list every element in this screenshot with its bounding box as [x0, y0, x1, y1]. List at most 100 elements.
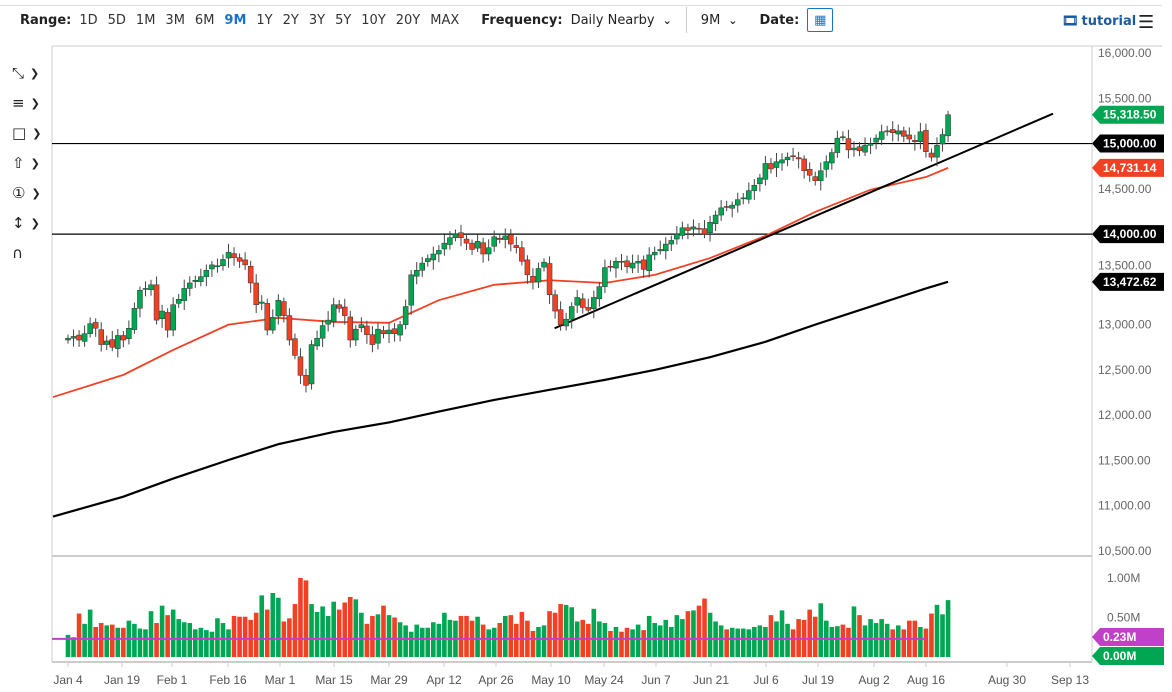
line-tool-button[interactable]: ⤡ ❯: [0, 58, 50, 88]
x-tick-label: Jun 21: [693, 673, 729, 687]
candle-body: [580, 298, 586, 308]
volume-average-label-bg: [1092, 628, 1164, 646]
volume-bar: [414, 624, 420, 657]
volume-bar: [276, 597, 281, 657]
short-ma-label-bg: [1092, 158, 1164, 177]
arrow-tool-button[interactable]: ⇧ ❯: [0, 148, 50, 178]
range-1d[interactable]: 1D: [79, 12, 98, 28]
period-dropdown[interactable]: 9M ⌄: [701, 13, 738, 28]
candle-body: [419, 262, 425, 271]
candle-body: [98, 329, 104, 345]
volume-bar: [237, 616, 242, 657]
range-9m[interactable]: 9M: [224, 12, 247, 28]
magnet-button[interactable]: ∩: [0, 238, 50, 268]
candle-body: [923, 130, 929, 152]
volume-bar: [563, 604, 569, 657]
candle-body: [369, 334, 376, 345]
candle-body: [181, 288, 187, 301]
candle-body: [391, 328, 398, 334]
volume-last-label-bg: [1092, 647, 1164, 665]
tutorial-link[interactable]: 🎞 tutorial: [1062, 14, 1136, 29]
period-value: 9M: [700, 12, 721, 28]
x-tick-label: Mar 29: [370, 673, 408, 687]
candle-body: [65, 337, 71, 341]
volume-bar: [768, 615, 774, 657]
candle-body: [375, 328, 381, 344]
candle-body: [751, 184, 758, 191]
volume-bar: [779, 610, 785, 657]
range-2y[interactable]: 2Y: [282, 12, 299, 28]
candle-body: [236, 257, 243, 262]
volume-bar: [93, 626, 98, 657]
x-tick-label: Mar 1: [265, 673, 296, 687]
volume-bar: [198, 627, 204, 657]
volume-bar: [403, 625, 408, 657]
candle-body: [253, 282, 259, 305]
range-20y[interactable]: 20Y: [395, 12, 421, 28]
candle-body: [707, 222, 713, 233]
volume-average-label: 0.23M: [1103, 630, 1136, 644]
hamburger-menu-icon[interactable]: ☰: [1138, 12, 1155, 33]
candle-body: [92, 322, 99, 329]
volume-bar: [735, 628, 741, 657]
candle-body: [823, 161, 830, 170]
range-5y[interactable]: 5Y: [335, 12, 352, 28]
volume-bar: [209, 631, 215, 657]
candle-body: [867, 143, 874, 146]
volume-bar: [242, 616, 248, 657]
number-marker-button[interactable]: ① ❯: [0, 178, 50, 208]
range-10y[interactable]: 10Y: [361, 12, 386, 28]
candle-body: [220, 259, 226, 267]
measure-tool-button[interactable]: ↕ ❯: [0, 208, 50, 238]
range-6m[interactable]: 6M: [194, 12, 215, 28]
candle-body: [701, 228, 708, 235]
candle-body: [834, 137, 841, 153]
measure-tool-icon: ↕: [12, 214, 25, 232]
volume-bar: [696, 605, 702, 657]
range-3y[interactable]: 3Y: [308, 12, 326, 28]
frequency-dropdown[interactable]: Daily Nearby ⌄: [571, 13, 672, 28]
volume-bar: [785, 623, 790, 657]
candle-body: [137, 289, 143, 309]
volume-bar: [231, 615, 237, 657]
volume-bar: [729, 627, 735, 657]
volume-bar: [419, 627, 425, 657]
magnet-icon: ∩: [12, 244, 23, 262]
fib-tool-button[interactable]: ≡ ❯: [0, 88, 50, 118]
candle-body: [729, 204, 735, 209]
calendar-button[interactable]: ▦: [807, 8, 834, 32]
candle-body: [912, 140, 918, 142]
candle-body: [884, 130, 890, 133]
candle-body: [474, 241, 481, 249]
range-1m[interactable]: 1M: [135, 12, 156, 28]
range-1y[interactable]: 1Y: [256, 12, 273, 28]
candle-body: [851, 147, 857, 151]
volume-bar: [641, 630, 646, 657]
volume-bar: [552, 612, 558, 657]
long-ma-label-bg: [1092, 272, 1164, 291]
volume-bar: [303, 580, 309, 657]
trendline: [554, 112, 1054, 330]
volume-bar: [215, 618, 220, 657]
volume-bar: [669, 626, 674, 657]
volume-bar: [608, 630, 613, 657]
candle-body: [795, 157, 802, 160]
candle-body: [330, 304, 337, 322]
volume-bar: [901, 629, 907, 657]
y-tick-label: 16,000.00: [1098, 46, 1152, 60]
candle-body: [87, 323, 93, 334]
volume-bar: [76, 613, 82, 657]
candle-body: [779, 159, 785, 164]
range-5d[interactable]: 5D: [107, 12, 126, 28]
long-ma-label: 13,472.62: [1103, 275, 1157, 289]
x-tick-label: Jun 7: [641, 673, 671, 687]
range-max[interactable]: MAX: [430, 12, 460, 28]
candle-body: [436, 250, 442, 255]
volume-bar: [347, 596, 353, 657]
candle-body: [889, 129, 896, 133]
rectangle-tool-button[interactable]: □ ❯: [0, 118, 50, 148]
volume-bar: [115, 627, 121, 657]
range-3m[interactable]: 3M: [165, 12, 185, 28]
tutorial-label: tutorial: [1081, 14, 1137, 29]
